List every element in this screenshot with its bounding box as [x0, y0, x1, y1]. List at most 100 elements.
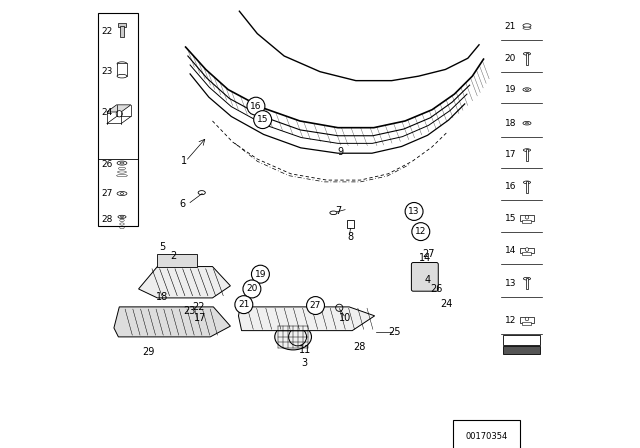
Bar — [348, 220, 354, 228]
Bar — [520, 317, 534, 323]
Text: 8: 8 — [348, 233, 353, 242]
Polygon shape — [139, 267, 230, 298]
Ellipse shape — [523, 27, 531, 30]
Text: 13: 13 — [504, 279, 516, 288]
Ellipse shape — [523, 88, 531, 91]
Text: 18: 18 — [156, 292, 168, 302]
Ellipse shape — [275, 324, 312, 350]
Text: 7: 7 — [335, 207, 342, 216]
Text: 29: 29 — [143, 347, 155, 357]
FancyBboxPatch shape — [412, 263, 438, 291]
Ellipse shape — [524, 181, 531, 184]
Text: 14: 14 — [504, 246, 516, 255]
Text: 6: 6 — [180, 199, 186, 209]
Text: 12: 12 — [415, 227, 426, 236]
Text: 13: 13 — [408, 207, 420, 216]
Bar — [520, 215, 534, 221]
Bar — [525, 53, 529, 65]
Bar — [522, 252, 531, 255]
Bar — [525, 278, 529, 289]
Circle shape — [116, 111, 122, 117]
Circle shape — [405, 202, 423, 220]
Ellipse shape — [524, 277, 531, 280]
Circle shape — [243, 280, 261, 298]
Text: 00170354: 00170354 — [465, 432, 508, 441]
Bar — [522, 322, 531, 325]
Text: 17: 17 — [194, 313, 206, 323]
Text: 15: 15 — [504, 214, 516, 223]
Text: 27: 27 — [310, 301, 321, 310]
Ellipse shape — [525, 122, 529, 124]
Polygon shape — [239, 307, 374, 331]
Ellipse shape — [523, 121, 531, 125]
Ellipse shape — [523, 24, 531, 27]
Text: 18: 18 — [504, 119, 516, 128]
Text: 11: 11 — [299, 345, 311, 355]
Text: 14: 14 — [419, 253, 431, 263]
Text: 24: 24 — [440, 299, 452, 309]
Bar — [120, 26, 124, 37]
Ellipse shape — [117, 62, 127, 65]
Text: 16: 16 — [504, 182, 516, 191]
Text: 2: 2 — [170, 251, 177, 261]
Ellipse shape — [524, 149, 531, 151]
Bar — [520, 248, 534, 253]
Text: 17: 17 — [504, 150, 516, 159]
Bar — [525, 149, 529, 161]
Text: 9: 9 — [337, 147, 344, 157]
Text: 5: 5 — [159, 242, 165, 252]
Bar — [522, 220, 531, 223]
Text: 24: 24 — [101, 108, 113, 117]
Circle shape — [412, 223, 430, 241]
Text: 10: 10 — [339, 313, 351, 323]
Ellipse shape — [120, 193, 124, 194]
Polygon shape — [107, 116, 131, 124]
Text: 19: 19 — [255, 270, 266, 279]
Polygon shape — [114, 307, 230, 337]
Ellipse shape — [118, 215, 126, 219]
Text: 16: 16 — [250, 102, 262, 111]
Ellipse shape — [524, 52, 531, 55]
Text: 20: 20 — [504, 54, 516, 63]
Text: 27: 27 — [101, 189, 113, 198]
Bar — [503, 335, 540, 345]
Text: 12: 12 — [504, 316, 516, 325]
Text: 23: 23 — [101, 67, 113, 76]
Text: 4: 4 — [424, 275, 431, 285]
Text: 28: 28 — [353, 342, 365, 352]
Circle shape — [247, 97, 265, 115]
Circle shape — [253, 111, 271, 129]
Text: 26: 26 — [430, 284, 443, 294]
Text: 3: 3 — [301, 358, 307, 368]
Text: 21: 21 — [504, 22, 516, 31]
Text: 22: 22 — [192, 302, 204, 312]
Polygon shape — [107, 105, 131, 112]
Circle shape — [525, 248, 529, 251]
Text: 27: 27 — [422, 250, 435, 259]
Bar — [525, 181, 529, 193]
Text: 23: 23 — [183, 306, 195, 316]
Bar — [99, 13, 138, 226]
Text: 25: 25 — [388, 327, 401, 337]
Circle shape — [525, 215, 529, 219]
Circle shape — [235, 296, 253, 314]
Text: 20: 20 — [246, 284, 257, 293]
Bar — [157, 254, 197, 267]
Ellipse shape — [117, 74, 127, 78]
Bar — [117, 63, 127, 76]
Ellipse shape — [525, 89, 529, 90]
Text: 21: 21 — [238, 300, 250, 309]
Circle shape — [307, 297, 324, 314]
Text: 22: 22 — [101, 27, 113, 36]
Text: 15: 15 — [257, 115, 268, 124]
Circle shape — [525, 317, 529, 321]
Bar — [118, 23, 125, 27]
Text: 1: 1 — [181, 156, 188, 166]
Polygon shape — [503, 346, 540, 354]
Text: 19: 19 — [504, 85, 516, 94]
Text: 26: 26 — [101, 160, 113, 169]
Ellipse shape — [117, 192, 127, 196]
Ellipse shape — [117, 161, 127, 165]
Text: 28: 28 — [101, 215, 113, 224]
Circle shape — [252, 265, 269, 283]
